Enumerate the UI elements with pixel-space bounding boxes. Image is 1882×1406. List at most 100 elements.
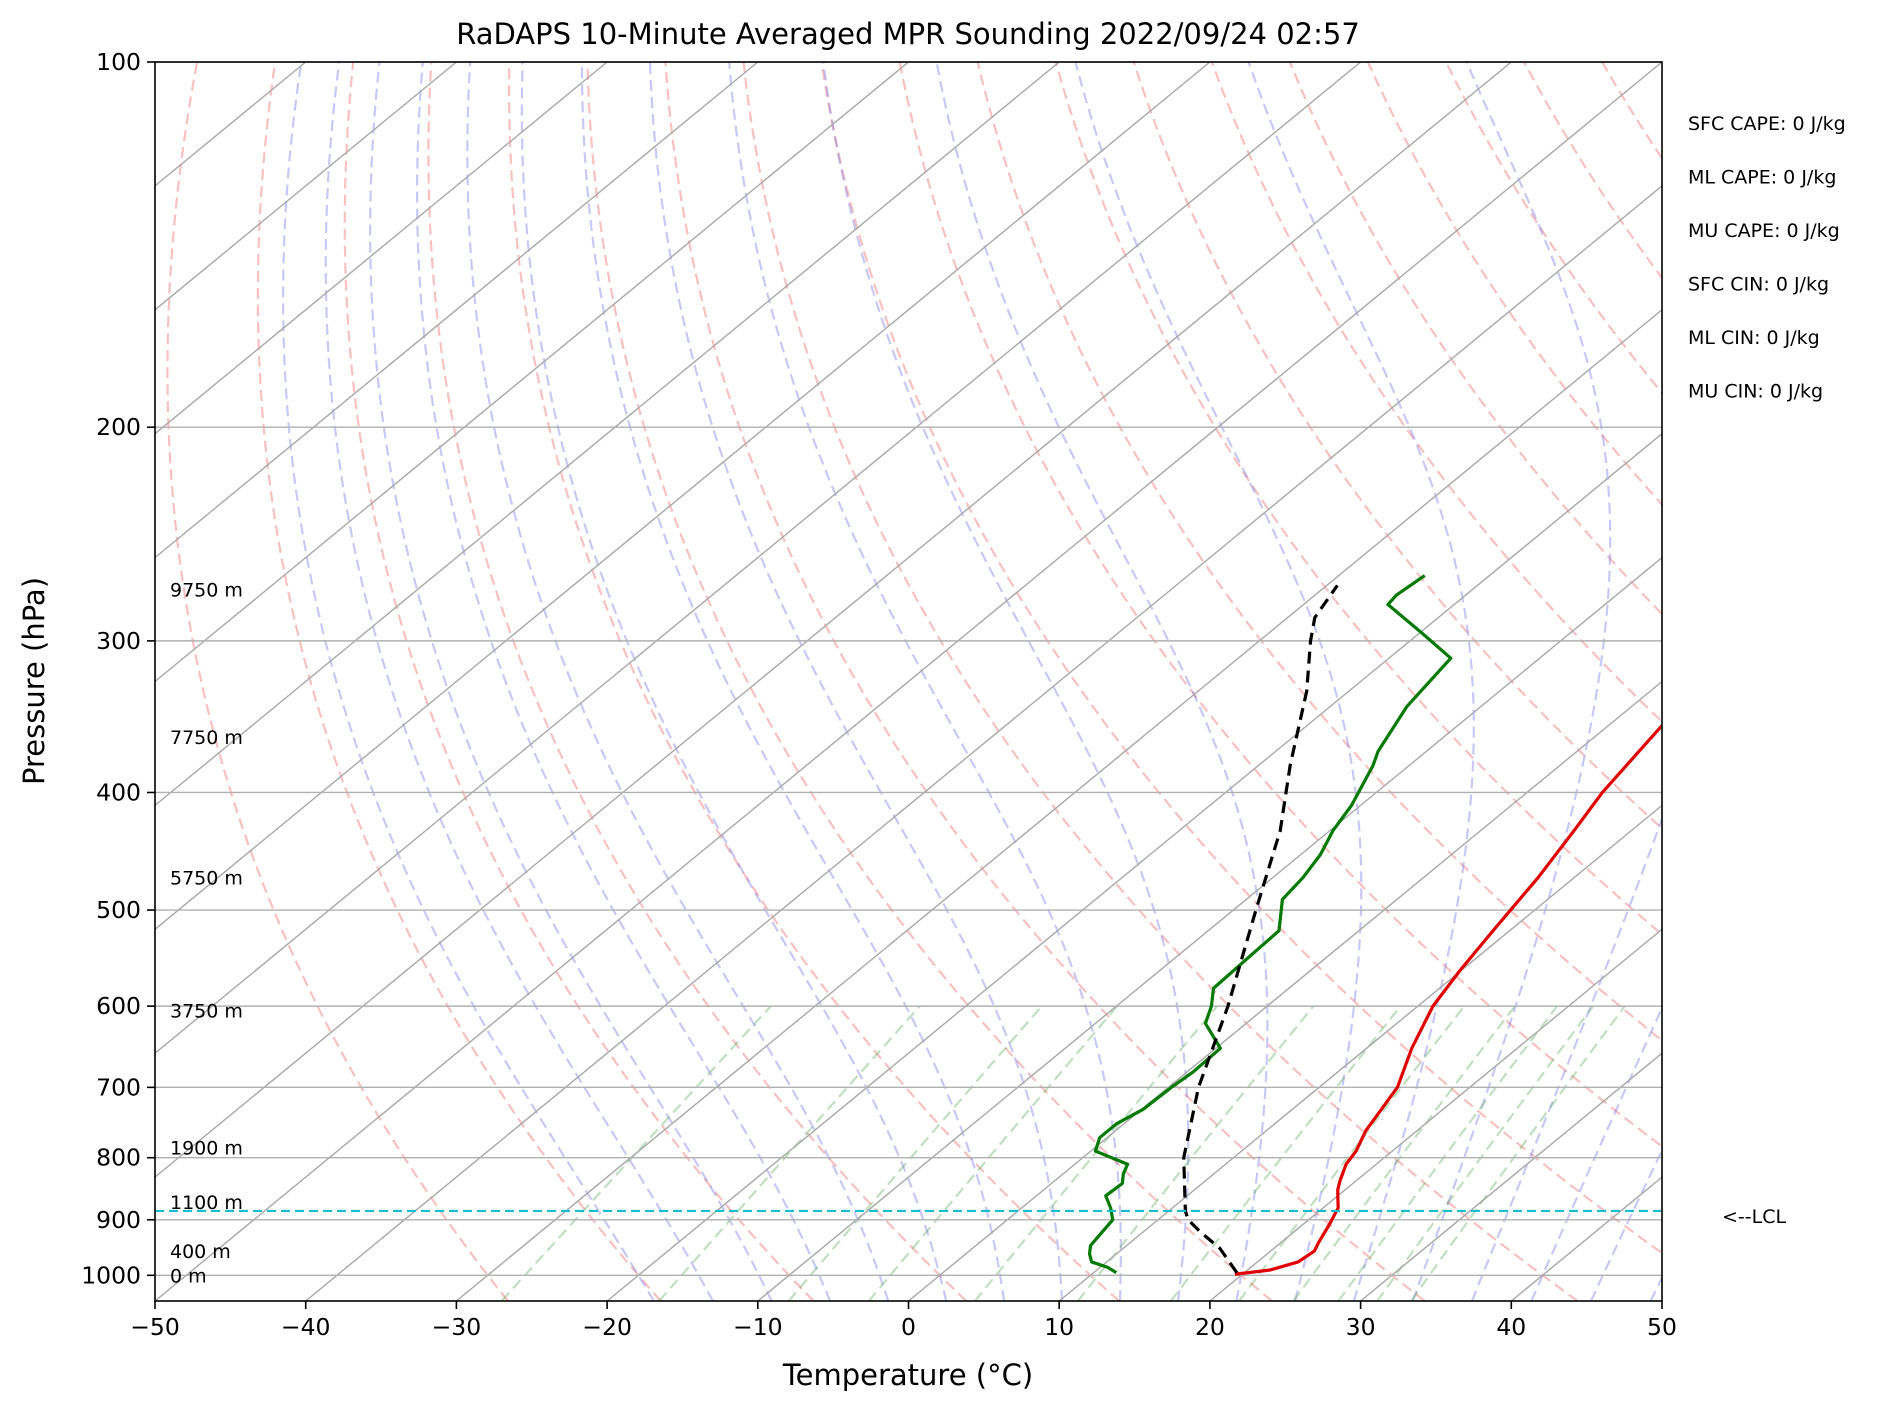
isotherm [155, 62, 1362, 1055]
y-tick-label: 100 [96, 48, 141, 76]
moist-adiabat [648, 62, 1064, 1301]
y-tick-label: 900 [96, 1206, 141, 1234]
isotherm [155, 62, 608, 435]
chart-title: RaDAPS 10-Minute Averaged MPR Sounding 2… [456, 17, 1360, 51]
dry-adiabat [1680, 62, 1882, 1301]
parcel-line [1182, 584, 1339, 1274]
mixing-ratio-line [787, 1005, 1043, 1301]
y-axis-label: Pressure (hPa) [17, 577, 51, 785]
isotherm [155, 62, 1662, 1301]
height-label: 400 m [170, 1241, 231, 1263]
height-label: 7750 m [170, 727, 243, 749]
x-tick-label: 0 [901, 1313, 916, 1341]
isotherm [455, 308, 1662, 1301]
dry-adiabat [1132, 62, 1662, 830]
dry-adiabat [1054, 62, 1662, 936]
index-sfc-cin: SFC CIN: 0 J/kg [1688, 274, 1829, 296]
isotherm [155, 62, 909, 683]
dry-adiabat [1601, 62, 1662, 161]
height-labels: 9750 m 7750 m 5750 m 3750 m 1900 m 1100 m 400 … [170, 579, 243, 1287]
moist-adiabat [1470, 815, 1662, 1301]
mixing-ratio-line [500, 1005, 772, 1301]
moist-adiabat [1589, 1147, 1662, 1301]
index-mu-cin: MU CIN: 0 J/kg [1688, 381, 1823, 403]
x-tick-label: −40 [281, 1313, 331, 1341]
dry-adiabat [586, 62, 1273, 1301]
mixing-ratio-line [658, 1005, 921, 1301]
dry-adiabat [427, 62, 968, 1301]
mixing-ratio-line [974, 1005, 1218, 1301]
y-tick-label: 700 [96, 1073, 141, 1101]
dry-adiabat [898, 62, 1662, 1148]
index-ml-cin: ML CIN: 0 J/kg [1688, 327, 1820, 349]
isotherm [305, 184, 1662, 1301]
height-label: 5750 m [170, 867, 243, 889]
x-tick-label: −50 [130, 1313, 180, 1341]
x-tick-label: 40 [1496, 1313, 1526, 1341]
x-tick-label: 30 [1346, 1313, 1376, 1341]
dry-adiabat [820, 62, 1662, 1255]
mixing-ratio-line [868, 1005, 1119, 1301]
dry-adiabat [256, 62, 662, 1301]
moist-adiabat [282, 62, 655, 1301]
isotherm [155, 62, 759, 559]
y-tick-label: 1000 [81, 1261, 141, 1289]
dry-adiabat [343, 62, 815, 1301]
mixing-ratio-line [1410, 1005, 1626, 1301]
dry-adiabat [976, 62, 1662, 1042]
x-tick-label: −20 [582, 1313, 632, 1341]
moist-adiabat [1649, 1275, 1662, 1301]
moist-adiabat [324, 62, 714, 1301]
height-label: 1900 m [170, 1138, 243, 1160]
moist-adiabat [369, 62, 773, 1301]
dry-adiabat [166, 62, 509, 1301]
isotherm [155, 62, 1060, 807]
y-tick-label: 200 [96, 413, 141, 441]
dry-adiabat [507, 62, 1120, 1301]
moist-adiabat [466, 62, 890, 1301]
index-sfc-cape: SFC CAPE: 0 J/kg [1688, 113, 1846, 135]
x-tick-label: 10 [1044, 1313, 1074, 1341]
moist-adiabat [520, 62, 948, 1301]
moist-adiabat [415, 62, 832, 1301]
y-tick-label: 800 [96, 1144, 141, 1172]
y-tick-label: 600 [96, 992, 141, 1020]
temperature-line [1234, 723, 1662, 1276]
x-tick-label: −10 [733, 1313, 783, 1341]
isotherm [155, 62, 457, 311]
moist-adiabat [1530, 1005, 1662, 1301]
lcl-label: <--LCL [1722, 1206, 1786, 1228]
isotherm [155, 62, 1512, 1179]
moist-adiabat [728, 62, 1122, 1301]
dry-adiabat [664, 62, 1426, 1301]
x-tick-label: 50 [1647, 1313, 1677, 1341]
isotherm [1360, 1052, 1662, 1301]
mixing-ratio-line [1170, 1005, 1402, 1301]
mixing-ratio-line [1077, 1005, 1315, 1301]
sounding-series [1087, 574, 1662, 1276]
dry-adiabat [1836, 62, 1882, 1301]
dewpoint-line [1087, 574, 1453, 1275]
dry-adiabat [1210, 62, 1662, 724]
dry-adiabat [1523, 62, 1662, 280]
moist-adiabat [580, 62, 1006, 1301]
x-axis-label: Temperature (°C) [782, 1358, 1033, 1392]
isotherm [757, 556, 1662, 1301]
x-tick-label: 20 [1195, 1313, 1225, 1341]
x-axis-ticks: −50 −40 −30 −20 −10 0 10 20 30 40 50 [130, 1301, 1677, 1341]
moist-adiabat [935, 62, 1269, 1301]
mixing-ratio-line [1238, 1005, 1466, 1301]
isotherm [1510, 1176, 1662, 1301]
isotherm [1813, 62, 1882, 1301]
height-label: 0 m [170, 1265, 207, 1287]
y-tick-label: 500 [96, 896, 141, 924]
mixing-ratio-line [1337, 1005, 1558, 1301]
moist-adiabat [1074, 62, 1363, 1301]
isotherm [1661, 1300, 1662, 1301]
isotherm [606, 432, 1662, 1301]
lcl-marker: <--LCL [155, 1206, 1786, 1228]
stability-indices: SFC CAPE: 0 J/kg ML CAPE: 0 J/kg MU CAPE: … [1688, 113, 1846, 403]
height-label: 3750 m [170, 1000, 243, 1022]
mixing-ratio-line [1292, 1005, 1516, 1301]
